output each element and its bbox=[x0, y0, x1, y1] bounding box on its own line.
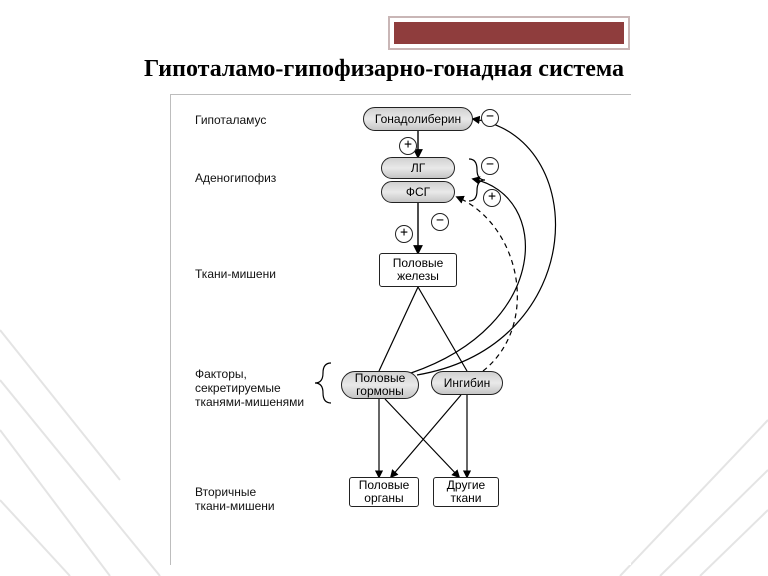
row-label-targets: Ткани-мишени bbox=[195, 267, 276, 281]
row-label-secondary: Вторичные ткани-мишени bbox=[195, 485, 275, 513]
row-label-hypothalamus: Гипоталамус bbox=[195, 113, 266, 127]
sign-minus-1: − bbox=[431, 213, 449, 231]
node-other-tissues: Другие ткани bbox=[433, 477, 499, 507]
accent-bar-inner bbox=[394, 22, 624, 44]
node-gonadoliberin: Гонадолиберин bbox=[363, 107, 473, 131]
sign-plus-3: + bbox=[483, 189, 501, 207]
diagram: Гипоталамус Аденогипофиз Ткани-мишени Фа… bbox=[171, 95, 631, 565]
sign-minus-3: − bbox=[481, 157, 499, 175]
diagram-frame: Гипоталамус Аденогипофиз Ткани-мишени Фа… bbox=[170, 94, 631, 565]
sign-plus-1: + bbox=[399, 137, 417, 155]
slide-title: Гипоталамо-гипофизарно-гонадная система bbox=[0, 56, 768, 83]
node-fsh: ФСГ bbox=[381, 181, 455, 203]
node-lh: ЛГ bbox=[381, 157, 455, 179]
node-gonads: Половые железы bbox=[379, 253, 457, 287]
node-sex-organs: Половые органы bbox=[349, 477, 419, 507]
sign-plus-2: + bbox=[395, 225, 413, 243]
row-label-factors: Факторы, секретируемые тканями-мишенями bbox=[195, 367, 304, 409]
row-label-adenohypophysis: Аденогипофиз bbox=[195, 171, 276, 185]
slide: Гипоталамо-гипофизарно-гонадная система … bbox=[0, 0, 768, 576]
node-inhibin: Ингибин bbox=[431, 371, 503, 395]
sign-minus-2: − bbox=[481, 109, 499, 127]
node-sex-hormones: Половые гормоны bbox=[341, 371, 419, 399]
